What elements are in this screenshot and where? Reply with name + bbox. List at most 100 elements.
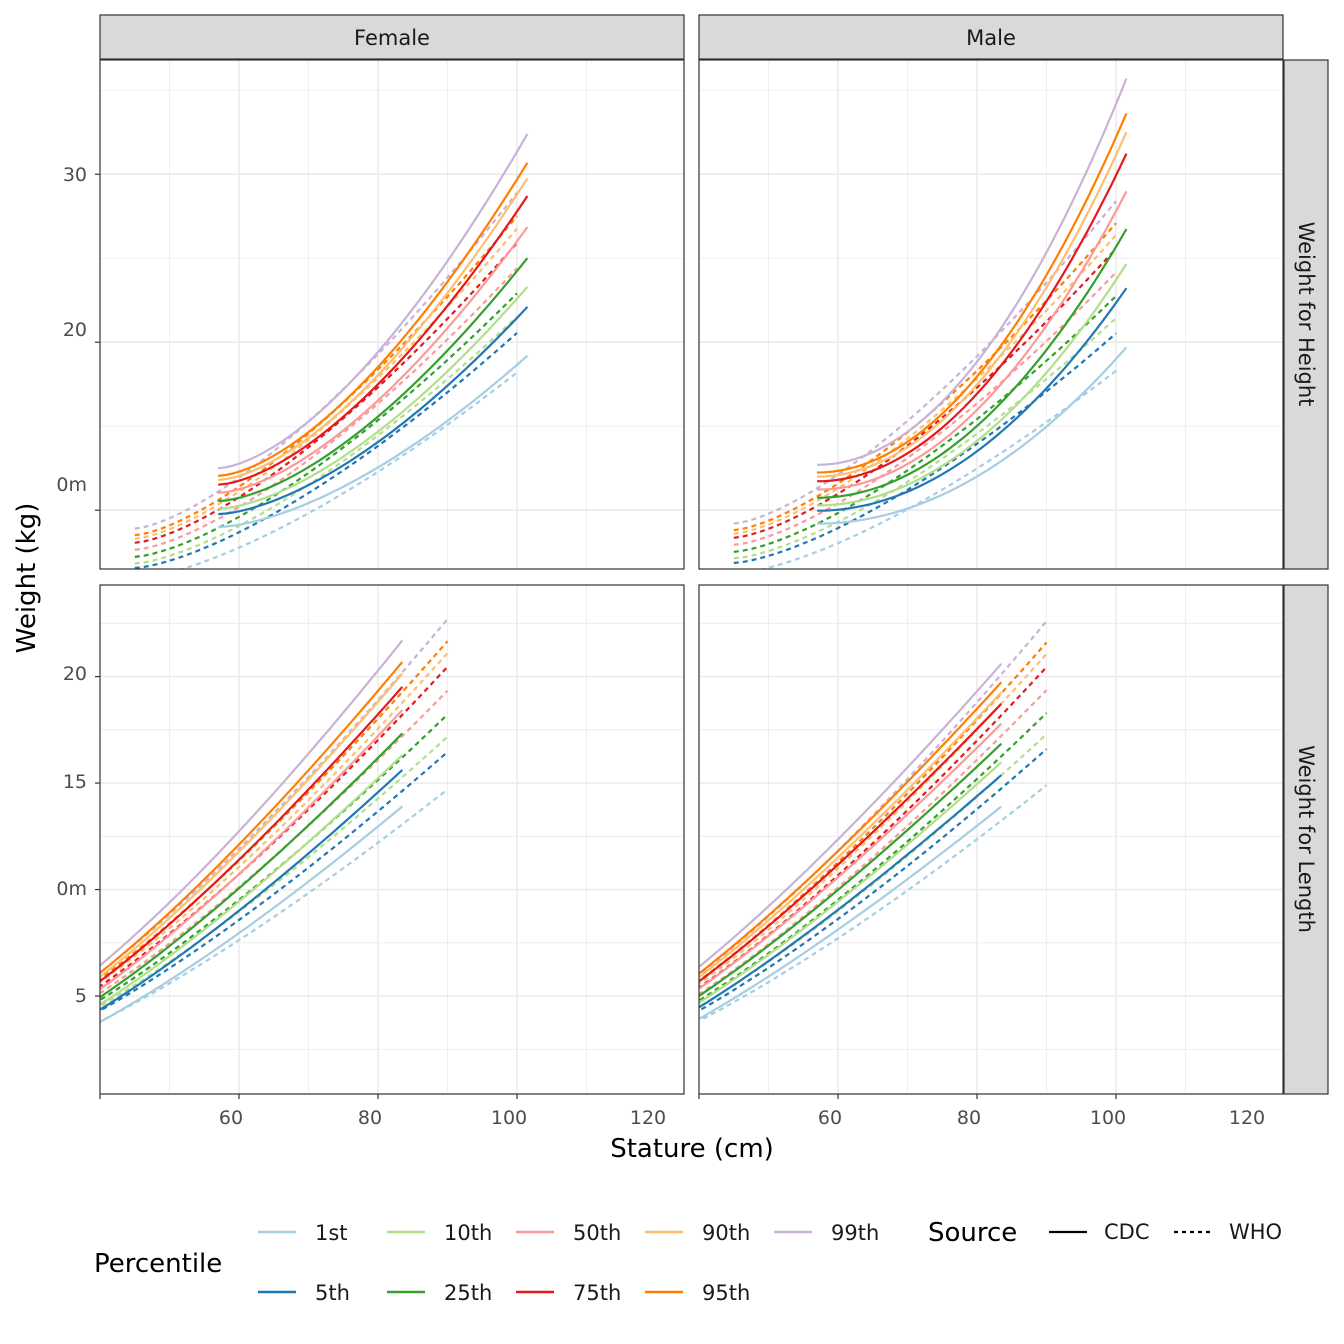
legend-label-1st: 1st	[315, 1221, 348, 1245]
strip-weight-for-height	[1283, 59, 1329, 570]
line-cdc-95th	[100, 661, 404, 975]
legend-title-source: Source	[928, 1218, 1017, 1248]
line-cdc-50th	[218, 226, 529, 494]
line-cdc-50th	[100, 709, 404, 991]
line-cdc-25th	[817, 228, 1128, 499]
line-cdc-95th	[218, 162, 529, 477]
panel-female-weight-for-length	[95, 584, 685, 1099]
y-tick-label: 30	[63, 164, 87, 186]
line-who-1st	[178, 371, 518, 569]
legend-label-10th: 10th	[444, 1221, 492, 1245]
y-tick-label: 0m	[56, 474, 87, 496]
series-lines	[733, 78, 1128, 569]
line-cdc-1st	[218, 354, 529, 529]
y-tick-label: 5	[75, 985, 87, 1007]
y-tick-labels-bottom: 20 15 0m 5	[56, 663, 87, 1007]
legend-percentile-items: 1st 5th 10th 25th 50th 75th 90th 95th 99th	[258, 1221, 879, 1305]
line-cdc-90th	[100, 672, 404, 979]
line-cdc-10th	[817, 263, 1128, 507]
legend: Percentile 1st 5th 10th 25th 50th 75th 90th 95t…	[94, 1218, 1282, 1305]
line-cdc-1st	[699, 805, 1002, 1021]
line-who-95th	[699, 641, 1048, 983]
x-tick-labels-male: 60 80 100 120	[818, 1107, 1265, 1129]
line-cdc-25th	[699, 742, 1003, 998]
line-who-50th	[733, 271, 1117, 546]
y-tick-label: 20	[63, 319, 87, 341]
line-who-10th	[134, 315, 518, 565]
line-cdc-90th	[699, 691, 1003, 979]
line-cdc-75th	[218, 195, 529, 486]
y-tick-label: 15	[63, 771, 87, 793]
y-tick-label: 20	[63, 663, 87, 685]
line-cdc-5th	[817, 287, 1128, 512]
y-axis-title: Weight (kg)	[12, 503, 42, 654]
line-cdc-75th	[699, 703, 1003, 983]
line-cdc-1st	[817, 346, 1128, 525]
line-cdc-5th	[100, 769, 404, 1011]
x-tick-label: 60	[219, 1107, 243, 1129]
panel-border	[99, 59, 685, 570]
line-cdc-75th	[817, 153, 1128, 483]
line-cdc-1st	[100, 805, 404, 1024]
line-who-99th	[100, 618, 449, 974]
x-tick-label: 80	[358, 1107, 382, 1129]
y-tick-labels-top: 30 20 0m	[56, 164, 87, 496]
legend-label-who: WHO	[1229, 1220, 1282, 1244]
line-cdc-90th	[218, 177, 529, 482]
x-tick-labels-female: 60 80 100 120	[219, 1107, 666, 1129]
line-cdc-5th	[218, 306, 529, 516]
legend-label-95th: 95th	[702, 1281, 750, 1305]
line-cdc-10th	[100, 754, 404, 1006]
line-cdc-99th	[817, 78, 1128, 466]
line-who-90th	[733, 234, 1117, 535]
line-who-25th	[699, 712, 1048, 1002]
x-tick-label: 60	[818, 1107, 842, 1129]
strip-male-label: Male	[966, 26, 1016, 50]
line-who-5th	[733, 332, 1117, 565]
line-cdc-50th	[699, 722, 1003, 991]
line-who-75th	[699, 666, 1048, 990]
line-who-25th	[100, 713, 449, 1002]
line-who-25th	[134, 292, 518, 558]
line-who-1st	[699, 784, 1048, 1023]
line-who-5th	[134, 332, 518, 569]
x-tick-label: 100	[491, 1107, 527, 1129]
line-who-5th	[699, 748, 1048, 1012]
strip-weight-for-height-label: Weight for Height	[1294, 222, 1318, 407]
panel-female-weight-for-height	[95, 59, 685, 570]
line-who-10th	[733, 317, 1117, 560]
line-cdc-50th	[817, 190, 1128, 491]
legend-label-cdc: CDC	[1104, 1220, 1150, 1244]
line-who-1st	[100, 788, 449, 1023]
line-cdc-75th	[100, 686, 404, 983]
legend-label-90th: 90th	[702, 1221, 750, 1245]
x-tick-label: 100	[1090, 1107, 1126, 1129]
panel-border	[698, 59, 1284, 570]
x-tick-label: 120	[1229, 1107, 1265, 1129]
line-who-90th	[100, 652, 449, 984]
legend-label-5th: 5th	[315, 1281, 350, 1305]
strip-female-label: Female	[354, 26, 430, 50]
line-cdc-99th	[100, 639, 404, 967]
series-lines	[699, 620, 1048, 1023]
strip-female	[99, 14, 685, 60]
line-cdc-10th	[699, 761, 1003, 1005]
panel-background	[100, 585, 684, 1094]
panel-background	[699, 585, 1283, 1094]
line-cdc-5th	[699, 774, 1003, 1009]
line-who-1st	[758, 369, 1117, 569]
series-lines	[134, 133, 529, 569]
line-cdc-10th	[218, 286, 529, 510]
panel-border	[99, 584, 685, 1095]
panel-background	[699, 60, 1283, 569]
legend-label-50th: 50th	[573, 1221, 621, 1245]
line-who-75th	[733, 247, 1117, 539]
line-cdc-99th	[699, 663, 1003, 969]
line-cdc-95th	[817, 112, 1128, 474]
panel-border	[698, 584, 1284, 1095]
strip-male	[698, 14, 1284, 60]
legend-title-percentile: Percentile	[94, 1249, 222, 1279]
series-lines	[100, 618, 449, 1024]
legend-label-75th: 75th	[573, 1281, 621, 1305]
